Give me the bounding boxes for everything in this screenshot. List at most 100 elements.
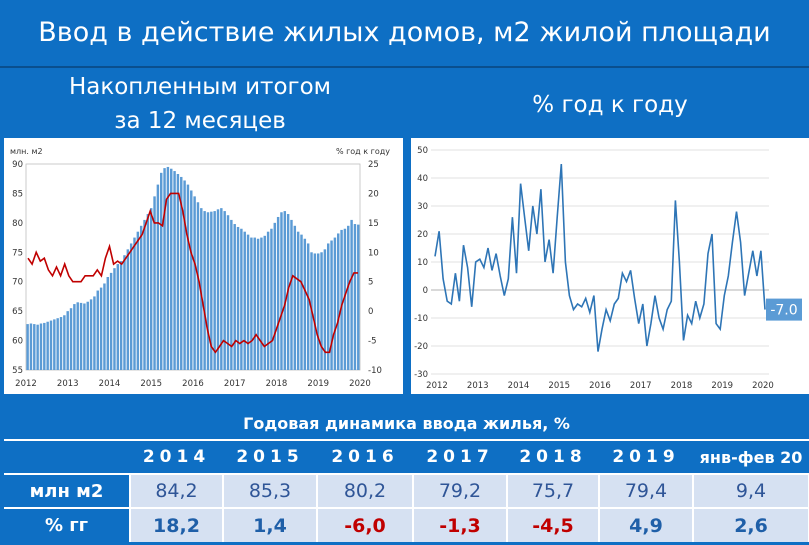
bar [126,249,130,370]
year-header-cell: 2017 [413,439,507,475]
year-header-cell: 2016 [317,439,413,475]
year-header-cell: 2014 [130,439,223,475]
bar [103,283,106,370]
bar [253,237,256,370]
x-tick-label: 2015 [548,381,570,391]
y2-axis-label: % год к году [336,147,390,156]
y-tick-label: 85 [12,189,23,199]
x-tick-label: 2017 [224,379,246,389]
bar [196,202,200,370]
bar [59,317,63,370]
year-header-cell: 2015 [223,439,317,475]
y-tick-label: 90 [12,160,23,170]
bar [320,252,323,370]
bar [306,243,310,370]
table-cell: 85,3 [223,474,318,509]
left-chart-subtitle: Накопленным итогом за 12 месяцев [20,70,380,138]
bar [136,231,140,370]
bar [73,304,76,370]
bar [53,319,56,370]
plot-frame [25,163,361,371]
last-value-label: -7.0 [770,303,797,319]
x-tick-label: 2013 [467,381,489,391]
y2-tick-label: -5 [368,337,376,347]
x-tick-label: 2019 [711,381,733,391]
left-subtitle-line2: за 12 месяцев [114,108,286,134]
series-line-yoy [27,192,358,354]
bar [139,225,143,370]
bar [256,238,260,370]
x-tick-label: 2019 [307,379,329,389]
bar [180,176,183,370]
right-chart-subtitle: % год к году [532,92,688,118]
bar [86,301,89,370]
x-tick-label: 2018 [671,381,693,391]
x-tick-label: 2012 [15,379,37,389]
housing-area-chart: млн. м2 % год к году 55 60 65 70 75 80 85 90 -10 -5… [10,147,390,389]
bar [46,321,49,370]
bar [206,212,210,370]
table-row-area: млн м2 84,2 85,3 80,2 79,2 75,7 79,4 9,4 [4,474,809,509]
x-tick-label: 2016 [182,379,204,389]
bar [63,315,66,370]
bar [96,290,99,370]
x-tick-label: 2020 [752,381,774,391]
x-tick-label: 2018 [266,379,288,389]
x-tick-label: 2013 [57,379,79,389]
bar [303,238,307,370]
x-tick-label: 2017 [630,381,652,391]
bar [316,253,320,370]
bar [66,311,69,370]
bar [333,237,337,370]
y-tick-label: 70 [12,278,23,288]
table-cell: -1,3 [413,508,508,542]
bar [146,214,150,370]
y2-tick-label: 10 [368,248,379,258]
y-tick-label: 20 [417,230,428,240]
bar [270,228,273,370]
bar [26,324,29,370]
bar [183,180,186,370]
y-tick-label: 65 [12,307,23,317]
bar [149,208,153,370]
y-tick-label: -30 [414,370,428,380]
y2-tick-label: 0 [368,307,373,317]
bar [173,171,176,370]
year-header-cell: 2019 [599,439,693,475]
bar [236,226,240,370]
bar [69,308,73,370]
y-tick-label: 50 [417,146,428,156]
x-tick-label: 2014 [508,381,530,391]
bar [226,215,230,370]
year-header-cell: 2018 [507,439,599,475]
table-cell: 18,2 [130,508,224,542]
bar [166,166,170,370]
bar [93,296,96,370]
y-tick-label: 55 [12,366,23,376]
bar [43,322,46,370]
divider [0,66,809,68]
bar [283,211,287,370]
bar [79,302,83,370]
annual-dynamics-table: Годовая динамика ввода жилья, % 2014 2015… [4,408,809,545]
bar [36,324,39,370]
y-tick-label: 60 [12,337,23,347]
table-header-row: 2014 2015 2016 2017 2018 2019 янв-фев 20 [4,439,809,475]
bar [129,243,133,370]
bar [223,211,226,370]
bar [300,234,303,370]
y2-tick-label: -10 [368,366,382,376]
bar [280,212,283,370]
table-cell: -4,5 [507,508,600,542]
header-empty-cell [4,439,130,475]
table-cell: 75,7 [507,474,600,509]
bar [76,302,79,370]
bar [109,272,113,370]
last-value-box [766,298,802,321]
y-tick-label: 30 [417,202,428,212]
bar [119,261,123,370]
bar [190,190,193,370]
table-cell: 1,4 [223,508,318,542]
bar [276,216,280,370]
left-chart-panel: млн. м2 % год к году 55 60 65 70 75 80 85 90 -10 -5… [4,138,403,394]
